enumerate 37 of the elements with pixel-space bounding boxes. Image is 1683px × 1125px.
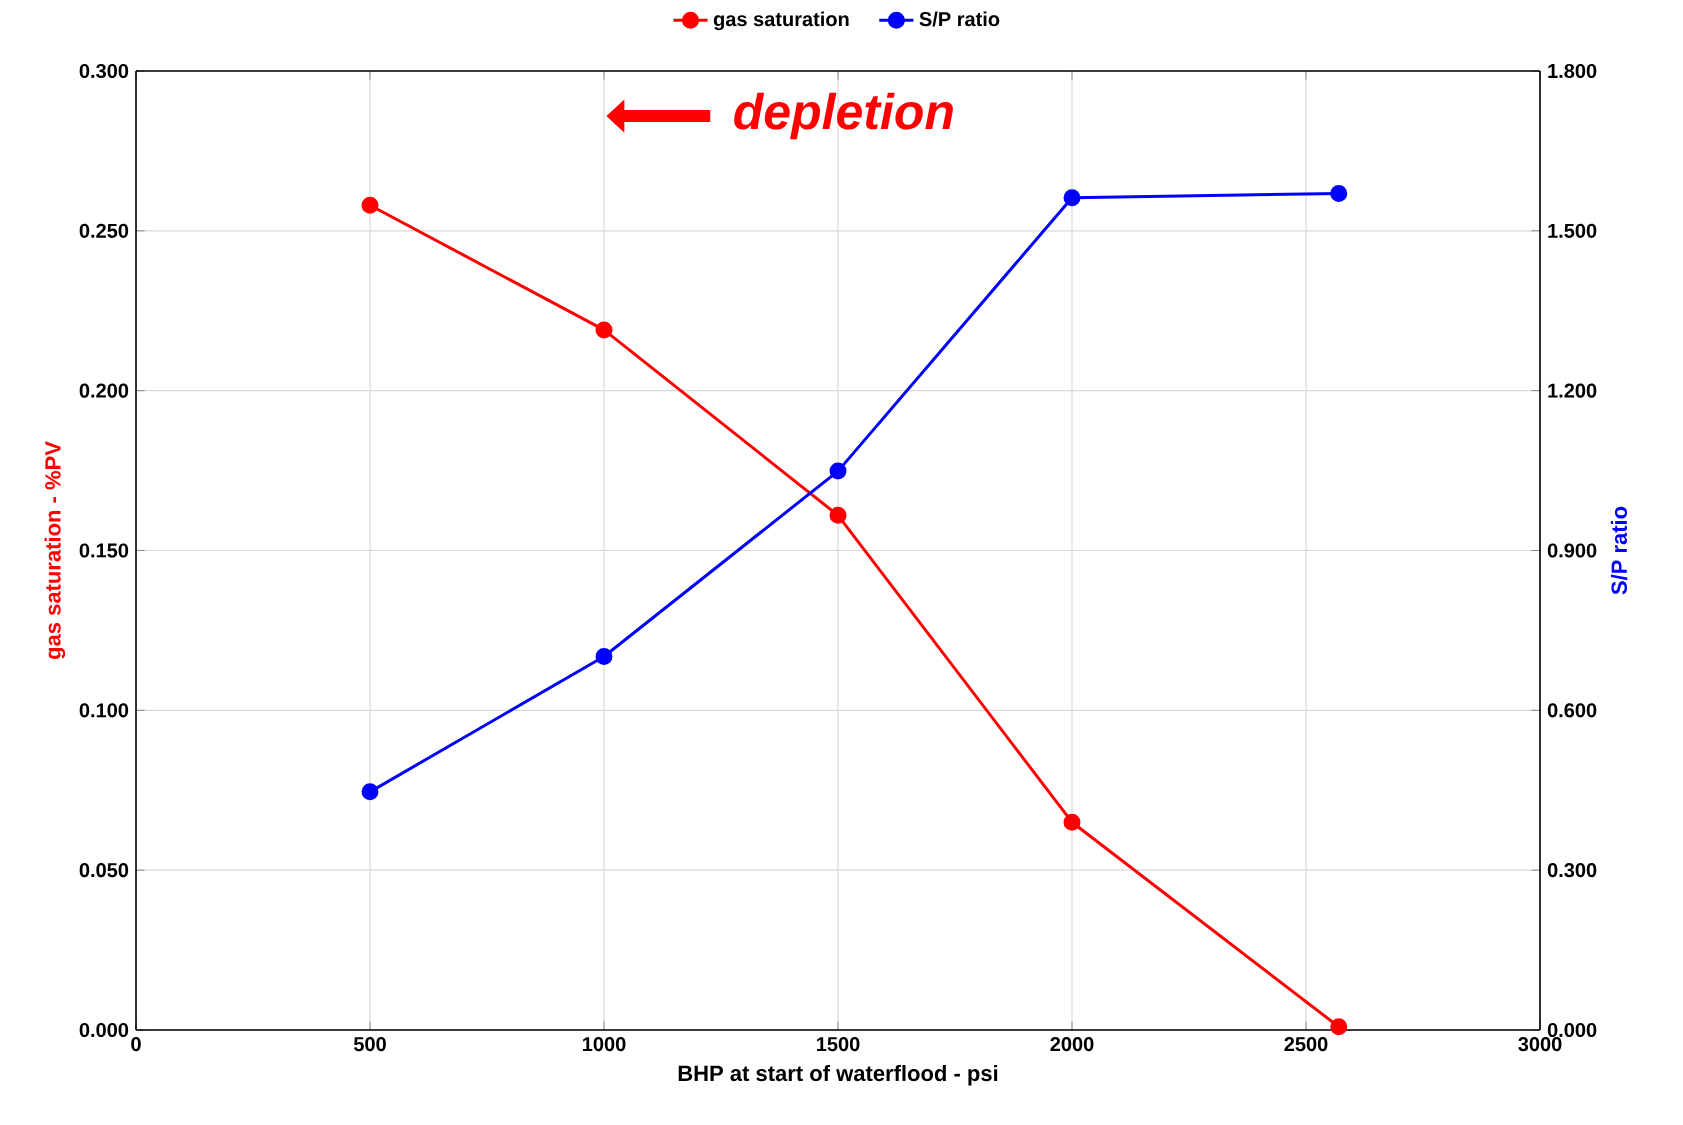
point — [1330, 1018, 1348, 1036]
x-tick-label: 1500 — [817, 1037, 860, 1052]
x-tick-label: 1000 — [583, 1037, 626, 1052]
y2-tick-label: 0.300 — [1547, 863, 1597, 878]
point — [1330, 185, 1348, 203]
point — [361, 196, 379, 214]
legend-label: gas saturation — [713, 11, 849, 31]
annotation: depletion — [734, 92, 953, 140]
x-tick-label: 2000 — [1050, 1037, 1094, 1052]
y2-axis-title: S/P ratio — [1610, 506, 1628, 595]
point — [1063, 189, 1081, 207]
y2-tick-label: 1.200 — [1548, 383, 1597, 398]
legend-label: S/P ratio — [919, 11, 1000, 27]
y-tick-label: 0.300 — [79, 63, 129, 79]
y2-tick-label: 0.000 — [1547, 1022, 1597, 1038]
x-axis-title: BHP at start of waterflood - psi — [678, 1064, 998, 1086]
point — [361, 783, 379, 801]
y-tick-label: 0.200 — [79, 383, 129, 398]
point — [829, 462, 847, 480]
x-tick-label: 0 — [131, 1037, 141, 1052]
y2-tick-label: 0.600 — [1547, 703, 1597, 718]
x-tick-label: 3000 — [1518, 1037, 1562, 1052]
y2-tick-label: 1.500 — [1548, 223, 1597, 238]
y-tick-label: 0.250 — [79, 223, 129, 238]
point — [829, 506, 847, 524]
y-tick-label: 0.150 — [79, 543, 129, 558]
y2-tick-label: 0.900 — [1547, 543, 1597, 558]
x-tick-label: 500 — [353, 1037, 386, 1052]
y-axis-title: gas saturation - %PV — [44, 441, 66, 659]
point — [1063, 813, 1081, 831]
point — [595, 648, 613, 666]
y-tick-label: 0.050 — [79, 863, 129, 878]
point — [595, 321, 613, 339]
y-tick-label: 0.100 — [79, 703, 129, 718]
x-tick-label: 2500 — [1284, 1037, 1328, 1052]
y-tick-label: 0.000 — [79, 1022, 129, 1038]
y2-tick-label: 1.800 — [1548, 63, 1597, 79]
